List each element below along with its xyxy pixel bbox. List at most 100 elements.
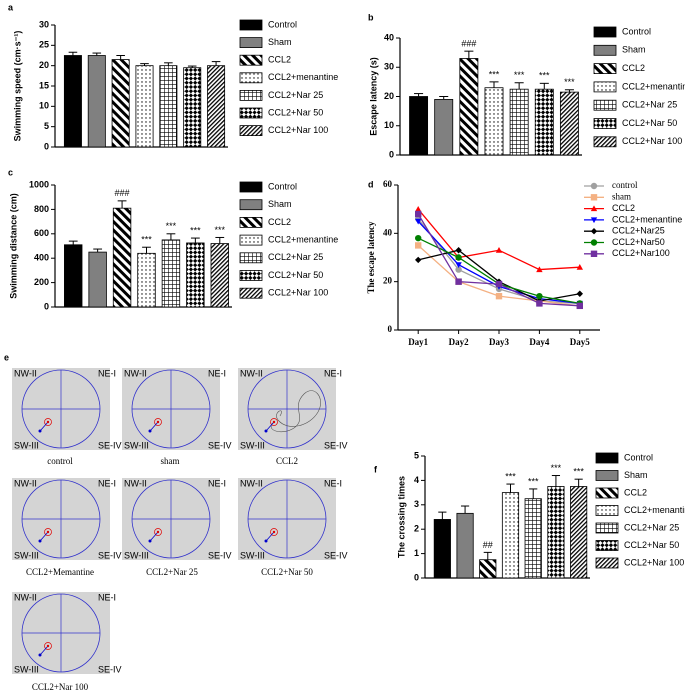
bar [459,58,479,156]
bar [186,242,205,308]
marker [415,210,422,218]
caption: CCL2+Memantine [26,567,94,577]
bar [570,486,588,579]
y-tick-label: 60 [383,179,393,189]
legend-label: Sham [622,45,646,55]
bar [64,244,83,308]
marker [455,262,462,268]
y-tick-label: 30 [384,62,394,72]
marker [590,250,598,257]
marker [495,292,503,300]
legend-swatch [595,452,619,464]
quadrant-label: SE-IV [208,440,232,450]
marker [455,266,462,273]
y-tick-label: 40 [383,227,393,237]
quadrant-label: SW-III [14,440,39,450]
swim-path [265,531,275,542]
track-image: NW-II NE-I SW-III SE-IV [122,368,232,450]
y-tick-label: 4 [414,475,419,485]
caption: CCL2+Nar 25 [146,567,198,577]
marker [590,194,598,201]
quadrant-label: NW-II [14,592,37,602]
quadrant-label: SE-IV [98,440,122,450]
legend-label: CCL2+Nar 50 [268,270,323,280]
panel-label: e [4,352,9,362]
significance: *** [528,476,539,486]
track-image: NW-II NE-I SW-III SE-IV [12,592,122,674]
marker [576,290,583,297]
quadrant-label: NW-II [14,478,37,488]
x-tick-label: Day2 [449,337,469,347]
y-tick-label: 40 [384,32,394,42]
legend-swatch [593,99,617,111]
track-image: NW-II NE-I SW-III SE-IV [238,478,348,560]
quadrant-label: NE-I [98,592,116,602]
significance: *** [489,69,500,79]
legend-swatch [239,54,263,66]
bar [137,252,156,308]
marker [415,205,422,212]
legend-swatch [595,540,619,551]
platform [154,528,162,536]
legend-label: CCL2 [268,217,291,227]
platform [270,418,278,426]
bar [63,55,82,148]
y-axis-label: The escape latency [366,221,376,293]
marker [455,278,462,285]
legend-label: Sham [268,199,292,209]
legend-swatch [595,522,619,534]
y-axis-label: Swimming distance (cm) [8,193,18,299]
quadrant-label: NW-II [124,478,147,488]
bar [112,207,132,308]
bar [183,67,202,148]
end [272,420,276,424]
marker [415,218,422,225]
bar [524,498,542,579]
y-tick-label: 1000 [29,179,49,189]
legend-swatch [595,487,619,499]
quadrant-label: SE-IV [98,664,122,674]
significance: ### [461,39,476,49]
significance: ## [483,540,493,550]
marker [590,228,598,235]
legend-label: CCL2+Nar 50 [622,118,677,128]
y-tick-label: 20 [39,60,49,70]
legend-label: CCL2 [622,63,645,73]
legend-label: CCL2+menantine [612,214,682,224]
legend-label: CCL2+Nar 25 [268,252,323,262]
y-tick-label: 400 [34,253,49,263]
legend-label: CCL2 [612,203,635,213]
platform [44,642,52,650]
line [417,208,580,271]
legend-label: CCL2+Nar 100 [622,136,682,146]
significance: *** [573,467,584,477]
bar [111,59,130,148]
marker [536,300,543,307]
legend-label: CCL2+Nar100 [612,248,670,258]
significance: *** [564,77,575,87]
bar [509,88,529,156]
swim-path [270,390,321,433]
legend-swatch [595,505,619,516]
legend-label: CCL2 [624,487,647,497]
legend-swatch [239,72,263,84]
quadrant-label: NW-II [124,368,147,378]
legend-swatch [593,63,617,74]
caption: sham [161,456,180,466]
y-tick-label: 200 [34,277,49,287]
quadrant-label: SW-III [240,550,265,560]
marker [590,182,598,190]
bar [433,519,451,579]
legend-label: Sham [624,470,648,480]
legend-label: CCL2+menantine [268,72,338,82]
legend-label: CCL2+Nar 100 [268,288,328,298]
y-tick-label: 30 [39,19,49,29]
marker [590,217,598,224]
start [38,653,42,657]
legend-swatch [239,19,263,31]
legend-swatch [239,287,263,299]
legend-swatch [239,125,263,136]
quadrant-label: NW-II [240,478,263,488]
legend-swatch [239,107,263,119]
